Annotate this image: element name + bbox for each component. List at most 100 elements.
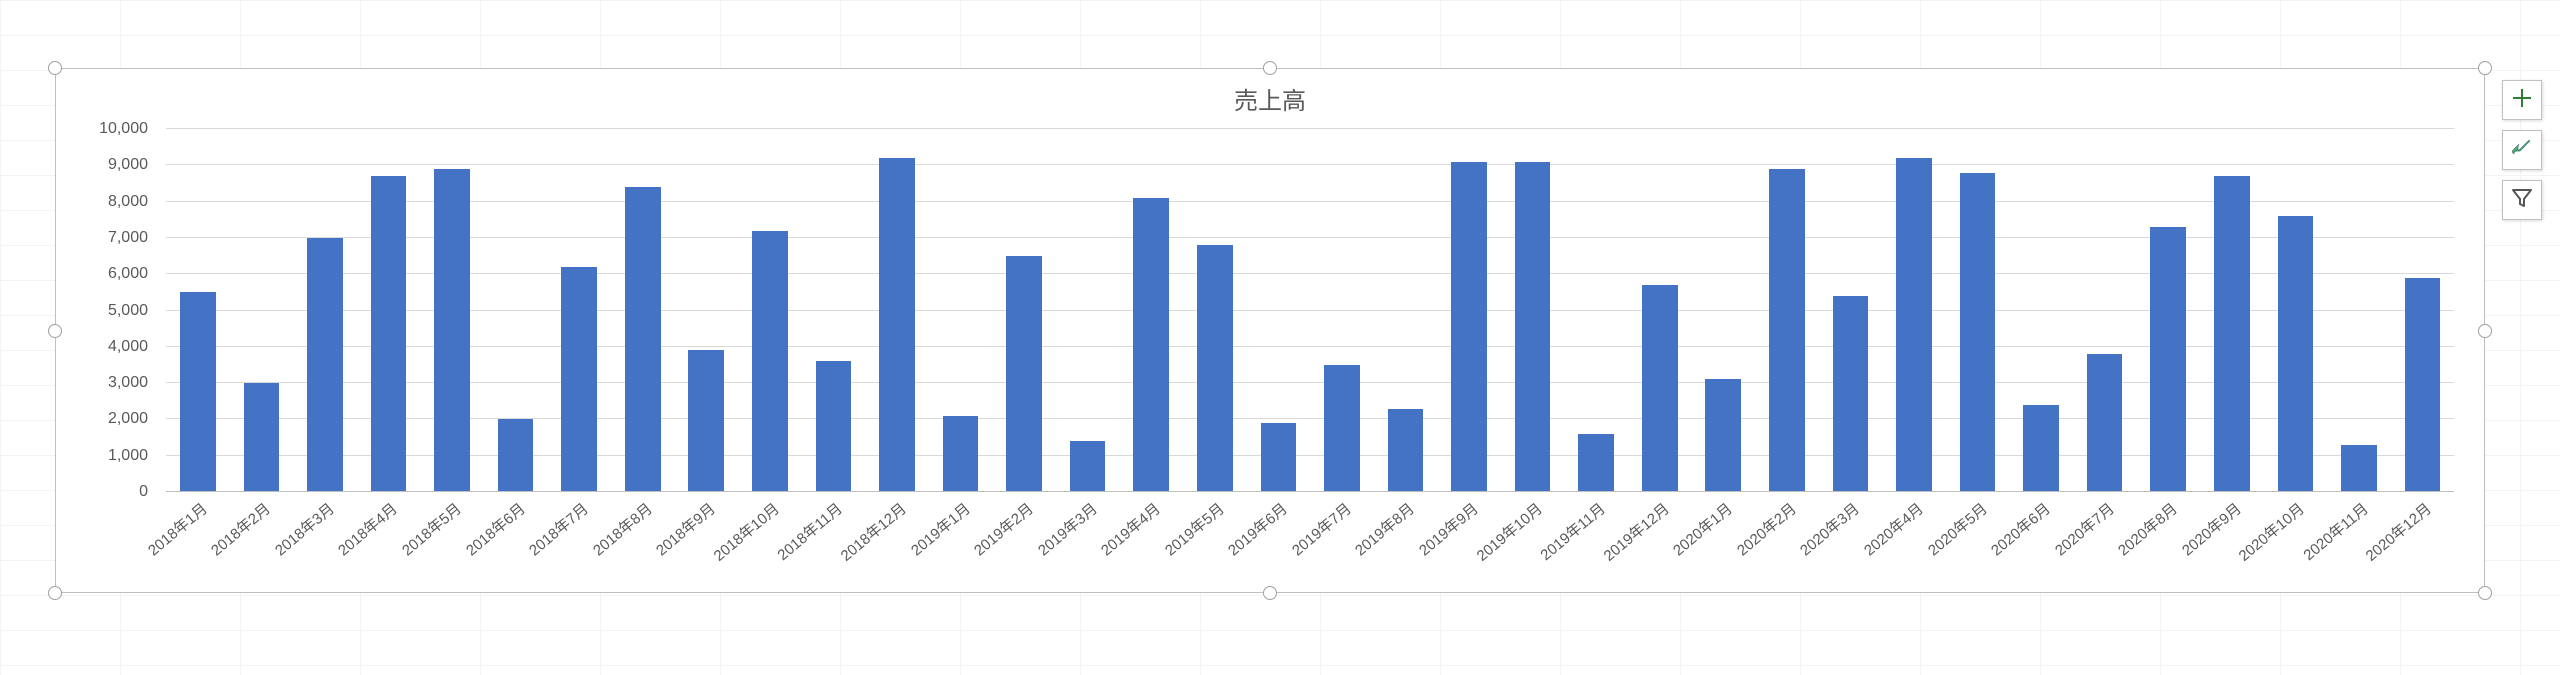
bar[interactable] [752, 231, 788, 492]
bar-slot [738, 129, 802, 492]
bar[interactable] [688, 350, 724, 492]
bar-slot [2391, 129, 2455, 492]
bar-slot [1119, 129, 1183, 492]
bar[interactable] [1261, 423, 1297, 492]
resize-handle-bl[interactable] [48, 586, 62, 600]
bar-slot [230, 129, 294, 492]
resize-handle-br[interactable] [2478, 586, 2492, 600]
bar[interactable] [180, 292, 216, 492]
bar[interactable] [2087, 354, 2123, 492]
chart-title[interactable]: 売上高 [56, 69, 2484, 122]
bar-slot [2200, 129, 2264, 492]
x-axis: 2018年1月2018年2月2018年3月2018年4月2018年5月2018年… [166, 492, 2454, 572]
brush-icon [2510, 136, 2534, 165]
bar-slot [1310, 129, 1374, 492]
plus-icon [2510, 86, 2534, 115]
bar[interactable] [1642, 285, 1678, 492]
bar[interactable] [1197, 245, 1233, 492]
bar-slot [1374, 129, 1438, 492]
chart-filters-button[interactable] [2502, 180, 2542, 220]
bar-slot [2136, 129, 2200, 492]
resize-handle-tc[interactable] [1263, 61, 1277, 75]
y-tick-label: 5,000 [108, 302, 148, 320]
bar[interactable] [2341, 445, 2377, 492]
chart-styles-button[interactable] [2502, 130, 2542, 170]
bar[interactable] [561, 267, 597, 492]
bar-slot [611, 129, 675, 492]
bar[interactable] [1896, 158, 1932, 492]
resize-handle-tl[interactable] [48, 61, 62, 75]
bar[interactable] [2278, 216, 2314, 492]
y-tick-label: 1,000 [108, 447, 148, 465]
bar[interactable] [816, 361, 852, 492]
bar[interactable] [1960, 173, 1996, 492]
bar-slot [1692, 129, 1756, 492]
bar-slot [675, 129, 739, 492]
x-tick-slot: 2020年12月 [2391, 492, 2455, 572]
bar[interactable] [498, 419, 534, 492]
bar-slot [1628, 129, 1692, 492]
y-tick-label: 6,000 [108, 265, 148, 283]
y-tick-label: 7,000 [108, 229, 148, 247]
bar-slot [929, 129, 993, 492]
bar[interactable] [1705, 379, 1741, 492]
bar-slot [1564, 129, 1628, 492]
bar-slot [1437, 129, 1501, 492]
bar-series[interactable] [166, 129, 2454, 492]
bar-slot [1882, 129, 1946, 492]
bar-slot [1946, 129, 2010, 492]
bar-slot [1501, 129, 1565, 492]
bar-slot [1183, 129, 1247, 492]
bar[interactable] [1833, 296, 1869, 492]
bar[interactable] [1515, 162, 1551, 492]
y-tick-label: 0 [139, 483, 148, 501]
y-tick-label: 2,000 [108, 410, 148, 428]
bar[interactable] [1769, 169, 1805, 492]
x-tick-label: 2018年1月 [143, 498, 211, 560]
bar-slot [802, 129, 866, 492]
bar[interactable] [625, 187, 661, 492]
bar[interactable] [307, 238, 343, 492]
bar-slot [1056, 129, 1120, 492]
bar-slot [2327, 129, 2391, 492]
resize-handle-tr[interactable] [2478, 61, 2492, 75]
bar[interactable] [943, 416, 979, 492]
bar-slot [1247, 129, 1311, 492]
resize-handle-bc[interactable] [1263, 586, 1277, 600]
resize-handle-rc[interactable] [2478, 324, 2492, 338]
bar[interactable] [879, 158, 915, 492]
bar-slot [293, 129, 357, 492]
bar[interactable] [2023, 405, 2059, 492]
bar-slot [2009, 129, 2073, 492]
y-tick-label: 10,000 [99, 120, 148, 138]
bar[interactable] [244, 383, 280, 492]
bar[interactable] [1388, 409, 1424, 492]
bar-slot [420, 129, 484, 492]
y-axis: 01,0002,0003,0004,0005,0006,0007,0008,00… [76, 129, 156, 492]
bar-slot [2073, 129, 2137, 492]
bar-slot [484, 129, 548, 492]
resize-handle-lc[interactable] [48, 324, 62, 338]
bar[interactable] [2150, 227, 2186, 492]
chart-plot-area[interactable]: 01,0002,0003,0004,0005,0006,0007,0008,00… [76, 129, 2464, 572]
bar-slot [547, 129, 611, 492]
chart-elements-button[interactable] [2502, 80, 2542, 120]
bar[interactable] [1006, 256, 1042, 492]
bar[interactable] [1578, 434, 1614, 492]
chart-object[interactable]: 売上高 01,0002,0003,0004,0005,0006,0007,000… [55, 68, 2485, 593]
bar[interactable] [1070, 441, 1106, 492]
bar[interactable] [2214, 176, 2250, 492]
bar[interactable] [1324, 365, 1360, 492]
bar[interactable] [2405, 278, 2441, 492]
bar-slot [166, 129, 230, 492]
bar[interactable] [1451, 162, 1487, 492]
bar-slot [1755, 129, 1819, 492]
bar[interactable] [371, 176, 407, 492]
bar-slot [865, 129, 929, 492]
bar-slot [992, 129, 1056, 492]
bar[interactable] [434, 169, 470, 492]
bar-slot [1819, 129, 1883, 492]
bar-slot [357, 129, 421, 492]
bar-slot [2264, 129, 2328, 492]
bar[interactable] [1133, 198, 1169, 492]
